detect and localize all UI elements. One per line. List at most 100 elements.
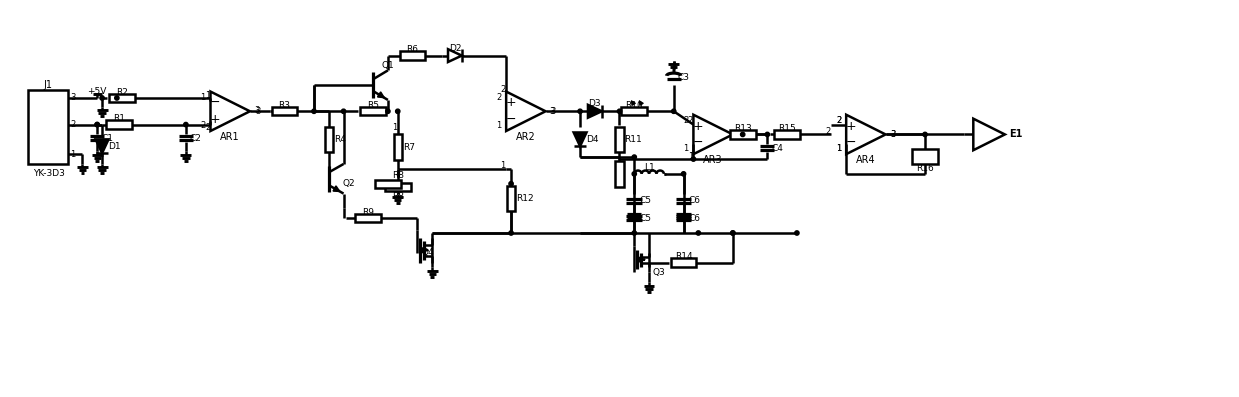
Circle shape — [395, 109, 400, 114]
Text: R1: R1 — [113, 114, 125, 123]
Bar — [622, 107, 647, 116]
Text: R15: R15 — [778, 124, 795, 133]
Text: Q3: Q3 — [653, 268, 665, 277]
Bar — [774, 130, 800, 139]
Bar — [670, 258, 696, 267]
Text: 3: 3 — [737, 130, 742, 139]
Text: R10: R10 — [626, 101, 643, 110]
Circle shape — [632, 231, 637, 235]
Circle shape — [95, 122, 99, 127]
Text: R8: R8 — [392, 172, 404, 180]
Text: YK-3D3: YK-3D3 — [33, 170, 64, 178]
Text: C1: C1 — [102, 134, 113, 143]
Text: R4: R4 — [333, 135, 346, 144]
Text: C6: C6 — [689, 214, 700, 223]
Text: 2: 2 — [204, 123, 211, 132]
Bar — [375, 179, 400, 188]
Text: 1: 1 — [393, 123, 398, 132]
Circle shape — [632, 155, 637, 159]
Text: C5: C5 — [639, 214, 652, 223]
Text: 2: 2 — [826, 127, 831, 136]
Bar — [400, 52, 425, 60]
Text: 3: 3 — [550, 107, 555, 116]
Text: Q4: Q4 — [421, 248, 434, 257]
Text: 1: 1 — [836, 144, 841, 153]
Text: +: + — [693, 119, 704, 133]
Circle shape — [385, 109, 390, 114]
Polygon shape — [574, 133, 586, 146]
Circle shape — [691, 157, 695, 161]
Text: 3: 3 — [891, 130, 896, 139]
Text: Q2: Q2 — [342, 179, 354, 188]
Text: 2: 2 — [688, 116, 693, 125]
Text: R16: R16 — [916, 164, 934, 173]
Text: R6: R6 — [406, 45, 419, 54]
Text: D1: D1 — [108, 142, 120, 151]
Text: D2: D2 — [449, 44, 461, 53]
Text: 2: 2 — [496, 93, 502, 102]
Text: R14: R14 — [675, 252, 693, 261]
Bar — [271, 107, 297, 116]
Text: +: + — [506, 96, 517, 110]
Text: 1: 1 — [683, 144, 689, 153]
Circle shape — [923, 132, 927, 137]
Circle shape — [312, 109, 316, 114]
Bar — [361, 107, 385, 116]
Text: 1: 1 — [501, 162, 506, 170]
Bar — [109, 94, 135, 102]
Text: 1: 1 — [496, 121, 502, 129]
Text: R7: R7 — [403, 143, 415, 152]
Text: D4: D4 — [586, 135, 598, 144]
Text: 2: 2 — [836, 116, 841, 125]
Text: 1: 1 — [71, 150, 76, 159]
Text: R5: R5 — [367, 101, 379, 110]
Bar — [385, 183, 410, 191]
Circle shape — [681, 172, 685, 176]
Text: D3: D3 — [589, 99, 601, 108]
Bar — [394, 135, 401, 160]
Circle shape — [342, 109, 346, 114]
Text: +: + — [846, 119, 856, 133]
Bar — [107, 120, 131, 129]
Circle shape — [672, 109, 675, 114]
Circle shape — [509, 231, 513, 235]
Text: AR1: AR1 — [221, 132, 240, 142]
Text: R13: R13 — [733, 124, 752, 133]
Text: AR2: AR2 — [515, 132, 535, 142]
Text: C3: C3 — [678, 73, 690, 82]
Circle shape — [115, 96, 119, 100]
Text: 3: 3 — [71, 93, 76, 102]
Text: R12: R12 — [515, 194, 534, 203]
Text: 2: 2 — [71, 120, 76, 129]
Circle shape — [794, 231, 799, 235]
Text: 3: 3 — [550, 107, 556, 116]
Circle shape — [696, 231, 700, 235]
Text: C6: C6 — [689, 196, 700, 205]
Text: 2: 2 — [201, 121, 206, 129]
Text: Q1: Q1 — [382, 61, 394, 70]
Bar — [28, 90, 68, 164]
Text: 1: 1 — [201, 93, 206, 102]
Text: 2: 2 — [836, 116, 841, 125]
Circle shape — [183, 122, 188, 127]
Text: 3: 3 — [891, 130, 896, 139]
Bar — [507, 186, 515, 211]
Text: 3: 3 — [254, 106, 259, 115]
Circle shape — [766, 132, 769, 137]
Text: −: − — [693, 136, 704, 149]
Text: −: − — [846, 136, 856, 149]
Text: 2: 2 — [683, 116, 689, 125]
Text: 1: 1 — [688, 152, 693, 161]
Text: E1: E1 — [1009, 129, 1022, 139]
Polygon shape — [95, 139, 109, 153]
Text: L1: L1 — [644, 164, 654, 172]
Bar — [616, 161, 623, 187]
Text: −: − — [211, 96, 221, 110]
Bar — [730, 130, 756, 139]
Text: C2: C2 — [190, 134, 202, 143]
Bar — [616, 127, 623, 152]
Bar — [356, 214, 382, 222]
Text: 3: 3 — [737, 130, 743, 139]
Text: C5: C5 — [639, 196, 652, 205]
Circle shape — [100, 96, 104, 100]
